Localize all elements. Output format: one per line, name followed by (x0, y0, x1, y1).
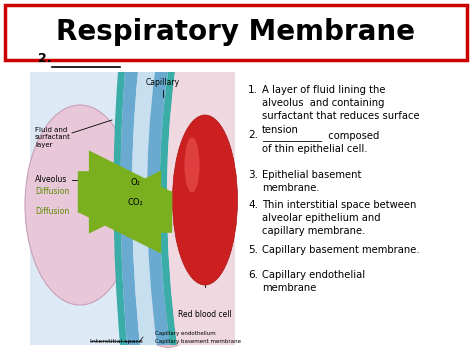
FancyBboxPatch shape (5, 5, 467, 60)
Text: Capillary basement membrane: Capillary basement membrane (155, 339, 241, 344)
PathPatch shape (147, 72, 170, 345)
Ellipse shape (173, 115, 237, 285)
Ellipse shape (25, 105, 135, 305)
Text: Capillary endothelium: Capillary endothelium (155, 331, 216, 335)
Text: Alveolus: Alveolus (35, 175, 67, 185)
Text: Interstitial space: Interstitial space (90, 339, 143, 344)
Text: ____________  composed
of thin epithelial cell.: ____________ composed of thin epithelial… (262, 130, 379, 154)
Text: 2.: 2. (38, 52, 52, 65)
Text: Capillary endothelial
membrane: Capillary endothelial membrane (262, 270, 365, 293)
Text: Capillary basement membrane.: Capillary basement membrane. (262, 245, 419, 255)
Text: A layer of fluid lining the
alveolus  and containing
surfactant that reduces sur: A layer of fluid lining the alveolus and… (262, 85, 419, 135)
Text: Red blood cell: Red blood cell (178, 310, 232, 319)
Text: Thin interstitial space between
alveolar epithelium and
capillary membrane.: Thin interstitial space between alveolar… (262, 200, 416, 236)
Ellipse shape (166, 114, 194, 136)
Text: 1.: 1. (248, 85, 258, 95)
Ellipse shape (176, 280, 214, 310)
Text: Epithelial basement
membrane.: Epithelial basement membrane. (262, 170, 361, 193)
Text: 6.: 6. (248, 270, 258, 280)
Text: 2.: 2. (248, 130, 258, 140)
Ellipse shape (170, 260, 194, 280)
PathPatch shape (159, 72, 177, 345)
Text: Capillary: Capillary (146, 78, 180, 87)
Text: CO₂: CO₂ (127, 198, 143, 207)
Text: Diffusion: Diffusion (36, 187, 70, 197)
PathPatch shape (120, 72, 140, 345)
FancyBboxPatch shape (30, 72, 235, 345)
Ellipse shape (165, 82, 205, 118)
Text: O₂: O₂ (130, 178, 140, 187)
Ellipse shape (143, 302, 193, 348)
PathPatch shape (113, 72, 127, 345)
Text: Fluid and
surfactant
layer: Fluid and surfactant layer (35, 126, 71, 147)
Text: Diffusion: Diffusion (36, 208, 70, 217)
Text: 3.: 3. (248, 170, 258, 180)
Text: Respiratory Membrane: Respiratory Membrane (56, 18, 416, 46)
Text: 4.: 4. (248, 200, 258, 210)
Text: 5.: 5. (248, 245, 258, 255)
PathPatch shape (167, 72, 235, 345)
Ellipse shape (184, 137, 200, 192)
PathPatch shape (132, 72, 157, 345)
